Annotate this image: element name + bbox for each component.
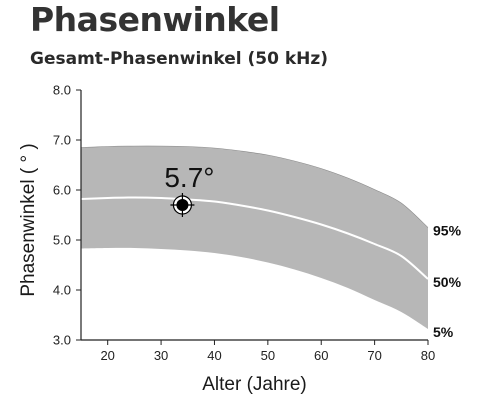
x-tick-label: 40 [207,348,221,363]
x-tick-label: 50 [261,348,275,363]
y-tick-label: 5.0 [53,233,71,248]
x-tick-label: 70 [367,348,381,363]
highlight-point-layer: 5.7° [164,162,214,217]
y-axis-label: Phasenwinkel ( ° ) [18,143,39,296]
reference-band-layer [80,145,429,329]
x-tick-label: 60 [314,348,328,363]
median-line-layer [80,196,429,280]
series-label: 5% [433,324,454,340]
series-line-50 [80,196,429,280]
page-title: Phasenwinkel [30,0,280,39]
chart-subtitle: Gesamt-Phasenwinkel (50 kHz) [30,49,329,69]
x-tick-label: 30 [154,348,168,363]
y-tick-label: 8.0 [53,83,71,98]
x-tick-label: 20 [100,348,114,363]
x-axis-label: Alter (Jahre) [202,374,307,395]
series-label: 95% [433,223,462,239]
y-tick-label: 4.0 [53,283,71,298]
tick-labels-layer: 3.0 4.0 5.0 6.0 7.0 8.0 20 30 40 50 60 70 80 [53,83,435,364]
axes-layer [76,89,429,345]
data-point [176,199,189,211]
data-point-label: 5.7° [164,162,214,193]
series-label: 50% [433,274,462,290]
y-tick-label: 3.0 [53,333,71,348]
reference-band-5-95 [81,145,428,329]
y-tick-label: 7.0 [53,133,71,148]
series-line-95 [80,145,429,228]
series-labels-layer: 95% 50% 5% [433,223,462,341]
y-tick-label: 6.0 [53,183,71,198]
x-tick-label: 80 [421,348,435,363]
